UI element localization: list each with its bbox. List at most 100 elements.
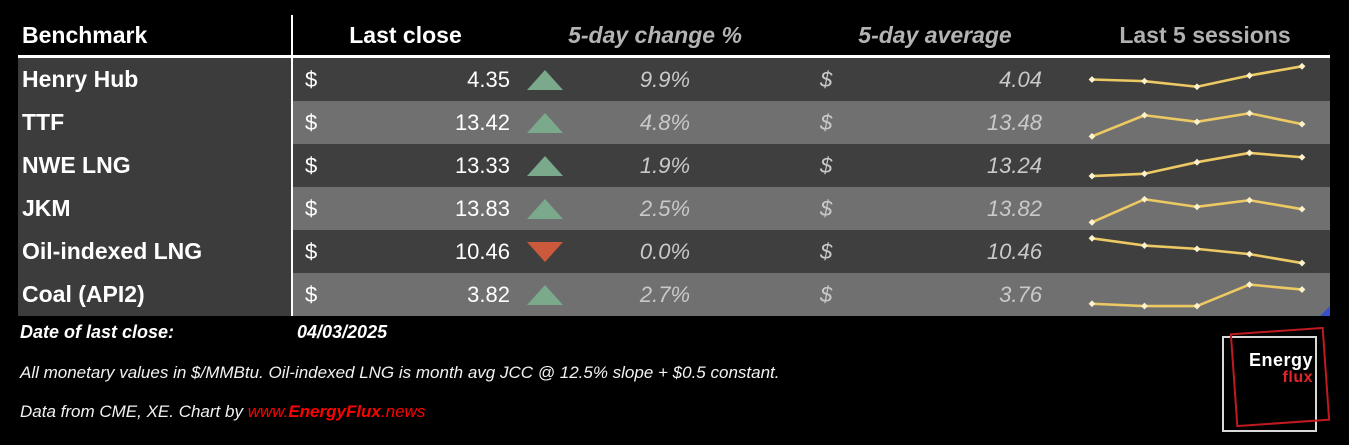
sparkline-marker [1246,281,1253,288]
sparkline-marker [1088,300,1096,308]
last-close-cell: $ 13.33 [291,144,520,187]
last-close-value: 13.83 [454,195,510,221]
currency-symbol: $ [305,281,318,307]
sparkline-marker [1246,72,1253,79]
last-close-cell: $ 4.35 [291,58,520,101]
benchmark-name: JKM [18,187,291,230]
trend-arrow-icon [527,284,563,305]
sparkline-marker [1193,245,1201,253]
sparkline-marker [1246,149,1253,157]
trend-cell [520,58,570,101]
last-close-cell: $ 3.82 [291,273,520,316]
average-cell: $ 10.46 [790,230,1080,273]
sparkline-cell [1080,273,1330,316]
sparkline-marker [1088,76,1096,83]
change-percent-value: 4.8% [570,101,790,144]
benchmark-name: TTF [18,101,291,144]
sparkline-marker [1298,153,1306,161]
sparkline-marker [1246,196,1253,204]
sparkline-marker [1141,242,1148,249]
average-value: 13.24 [986,152,1042,178]
currency-symbol: $ [820,66,833,92]
currency-symbol: $ [820,281,833,307]
table-row: JKM $ 13.83 2.5% $ 13.82 [18,187,1330,230]
footnote: All monetary values in $/MMBtu. Oil-inde… [20,363,780,382]
currency-symbol: $ [305,195,318,221]
sparkline-marker [1141,77,1148,85]
energyflux-logo: Energy flux [1238,351,1313,387]
last-close-value: 13.42 [454,109,510,135]
table-header: Benchmark Last close 5-day change % 5-da… [18,15,1330,58]
change-percent-value: 9.9% [570,58,790,101]
change-percent-value: 1.9% [570,144,790,187]
average-cell: $ 13.82 [790,187,1080,230]
average-value: 3.76 [999,281,1042,307]
sparkline-marker [1298,205,1306,213]
table-row: Oil-indexed LNG $ 10.46 0.0% $ 10.46 [18,230,1330,273]
sparkline-chart [1088,281,1306,310]
sparkline-marker [1141,302,1148,310]
trend-arrow-icon [527,198,563,219]
date-of-last-close-label: Date of last close: [20,322,175,342]
sparkline-marker [1298,62,1306,70]
sparkline-chart [1088,62,1306,91]
change-percent-value: 0.0% [570,230,790,273]
source-line: Data from CME, XE. Chart by www.EnergyFl… [20,402,425,422]
link-news[interactable]: .news [380,402,426,421]
trend-arrow-icon [527,241,563,262]
sparkline-cell [1080,58,1330,101]
currency-symbol: $ [305,109,318,135]
sparkline-marker [1088,234,1096,242]
sparkline-chart [1088,195,1306,226]
benchmark-name: Coal (API2) [18,273,291,316]
sparkline-marker [1141,111,1148,119]
average-value: 13.48 [986,109,1042,135]
sparkline-cell [1080,101,1330,144]
sparkline-marker [1193,83,1201,91]
trend-arrow-icon [527,155,563,176]
sparkline-cell [1080,187,1330,230]
logo-energy-text: Energy [1248,350,1313,370]
header-last-close: Last close [349,21,462,48]
sparkline-cell [1080,144,1330,187]
link-www[interactable]: www. [247,402,289,421]
average-value: 4.04 [999,66,1042,92]
sparkline-marker [1088,132,1096,140]
currency-symbol: $ [820,238,833,264]
source-prefix: Data from CME, XE. Chart by [20,402,248,421]
last-close-value: 10.46 [454,238,510,264]
sparkline-cell [1080,230,1330,273]
last-close-cell: $ 13.42 [291,101,520,144]
last-close-value: 3.82 [467,281,510,307]
sparkline-chart [1088,109,1306,140]
average-cell: $ 13.24 [790,144,1080,187]
sparkline-marker [1193,203,1201,211]
sparkline-chart [1088,234,1306,267]
benchmark-name: NWE LNG [18,144,291,187]
trend-cell [520,273,570,316]
trend-cell [520,101,570,144]
average-cell: $ 4.04 [790,58,1080,101]
last-close-value: 13.33 [454,152,510,178]
sparkline-marker [1193,118,1201,126]
benchmark-name: Oil-indexed LNG [18,230,291,273]
table-row: TTF $ 13.42 4.8% $ 13.48 [18,101,1330,144]
sparkline-marker [1298,259,1306,267]
sparkline-marker [1246,109,1253,117]
change-percent-value: 2.7% [570,273,790,316]
change-percent-value: 2.5% [570,187,790,230]
average-cell: $ 3.76 [790,273,1080,316]
currency-symbol: $ [305,66,318,92]
link-energyflux[interactable]: EnergyFlux [288,402,381,421]
sparkline-marker [1141,170,1148,178]
header-5day-average: 5-day average [858,21,1012,48]
table-row: NWE LNG $ 13.33 1.9% $ 13.24 [18,144,1330,187]
header-last-5-sessions: Last 5 sessions [1119,21,1291,48]
last-close-cell: $ 13.83 [291,187,520,230]
sparkline-marker [1088,218,1096,226]
date-of-last-close-value: 04/03/2025 [297,322,388,342]
header-benchmark: Benchmark [22,21,148,48]
fill-handle-icon [1320,306,1330,316]
trend-arrow-icon [527,69,563,90]
